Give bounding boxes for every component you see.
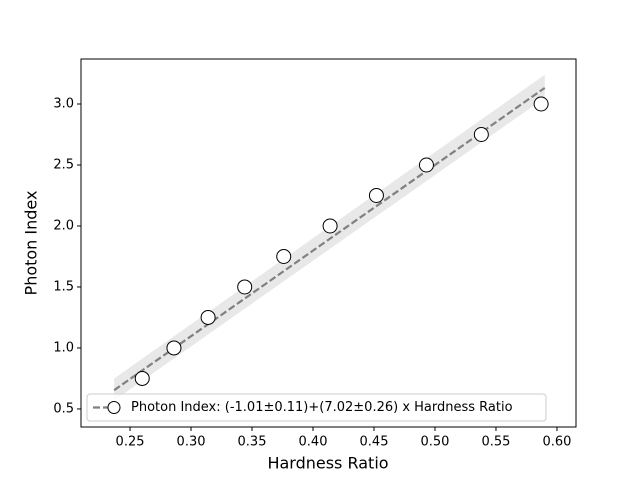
data-point — [276, 248, 292, 264]
x-tick-label: 0.35 — [238, 435, 267, 450]
fit-line — [113, 87, 546, 392]
x-tick-label: 0.50 — [421, 435, 450, 450]
data-point — [533, 96, 549, 112]
data-point — [237, 279, 253, 295]
fit-band — [114, 74, 545, 401]
legend-marker — [107, 401, 121, 414]
x-axis-label: Hardness Ratio — [267, 454, 388, 473]
y-tick-label: 1.0 — [53, 340, 74, 355]
data-point — [368, 187, 384, 203]
y-tick-label: 1.5 — [53, 279, 74, 294]
x-tick-label: 0.25 — [116, 435, 145, 450]
y-tick-label: 3.0 — [53, 97, 74, 112]
y-axis-label: Photon Index — [22, 191, 41, 296]
data-point — [166, 340, 182, 356]
data-point — [473, 127, 489, 143]
y-tick-label: 2.0 — [53, 218, 74, 233]
data-point — [322, 218, 338, 234]
y-tick-label: 0.5 — [53, 401, 74, 416]
legend-box — [86, 393, 547, 422]
x-tick-label: 0.40 — [299, 435, 328, 450]
legend-label: Photon Index: (-1.01±0.11)+(7.02±0.26) x… — [131, 400, 513, 415]
x-tick-label: 0.55 — [482, 435, 511, 450]
data-point — [418, 157, 434, 173]
x-tick-label: 0.45 — [360, 435, 389, 450]
plot-frame — [80, 58, 577, 428]
data-point — [134, 370, 150, 386]
x-tick-label: 0.60 — [542, 435, 571, 450]
y-tick-label: 2.5 — [53, 157, 74, 172]
x-tick-label: 0.30 — [177, 435, 206, 450]
data-point — [200, 309, 216, 325]
